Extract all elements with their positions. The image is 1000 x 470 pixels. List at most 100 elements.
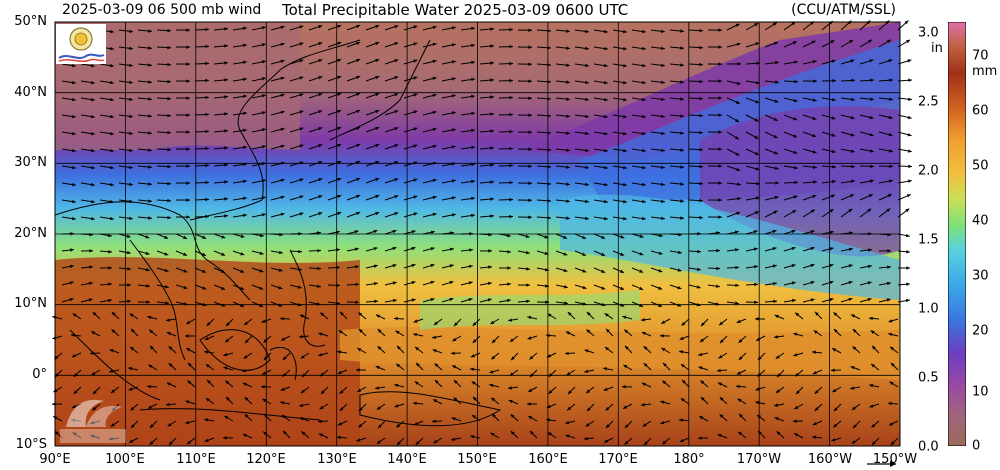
wind-vector-head: [754, 151, 759, 155]
wind-vector-head: [888, 59, 893, 63]
wind-vector-head: [832, 348, 837, 352]
wind-vector-head: [413, 25, 418, 29]
wind-vector-head: [869, 179, 874, 183]
wind-vector-head: [718, 130, 722, 134]
wind-vector-head: [812, 133, 817, 138]
wind-vector-head: [240, 286, 245, 290]
wind-vector-head: [507, 266, 511, 270]
wind-vector-head: [566, 29, 570, 33]
wind-vector-head: [358, 407, 363, 412]
wind-vector-head: [129, 97, 133, 102]
wind-vector-head: [868, 248, 872, 252]
wind-vector-head: [318, 419, 322, 424]
wind-vector-head: [356, 126, 361, 131]
wind-vector-head: [394, 25, 399, 29]
wind-vector-head: [718, 62, 722, 66]
wind-vector-head: [393, 298, 397, 303]
wind-vector-head: [240, 269, 245, 273]
wind-vector-head: [320, 390, 325, 395]
wind-vector-head: [829, 209, 834, 213]
wind-vector-head: [432, 195, 437, 200]
wind-vector-head: [243, 60, 247, 65]
wind-vector-head: [261, 43, 266, 47]
wind-vector-head: [108, 266, 112, 270]
wind-vector-head: [166, 382, 171, 386]
wind-vector-head: [736, 81, 741, 85]
wind-vector-head: [604, 347, 609, 351]
wind-vector-head: [318, 212, 323, 216]
wind-vector-head: [681, 321, 686, 326]
wind-vector-head: [469, 232, 473, 236]
wind-vector-head: [791, 281, 796, 285]
wind-vector-head: [639, 234, 644, 238]
wind-vector-head: [299, 334, 303, 339]
wind-vector-head: [202, 269, 207, 273]
wind-vector-head: [699, 416, 704, 420]
wind-vector-head: [167, 45, 171, 50]
wind-vector-head: [508, 318, 512, 322]
wind-vector-head: [242, 382, 247, 386]
wind-vector-head: [358, 328, 363, 333]
wind-vector-head: [585, 182, 589, 187]
wind-vector-head: [54, 373, 59, 378]
wind-vector-head: [566, 148, 570, 152]
wind-vector-head: [433, 321, 438, 325]
wind-vector-head: [642, 63, 646, 68]
wind-vector-head: [452, 337, 457, 342]
wind-vector-head: [451, 111, 456, 115]
wind-vector-head: [718, 164, 722, 168]
wind-vector-head: [547, 130, 551, 135]
wind-vector-head: [546, 354, 551, 358]
wind-vector-head: [566, 331, 571, 335]
wind-vector-head: [280, 144, 285, 149]
wind-vector-head: [186, 164, 190, 168]
map-frame: [54, 21, 901, 447]
wind-vector-head: [736, 371, 741, 375]
wind-vector-head: [587, 407, 591, 412]
wind-vector-head: [680, 131, 684, 135]
wind-vector-head: [508, 399, 513, 404]
wind-vector-head: [623, 114, 627, 119]
wind-vector-head: [850, 386, 855, 390]
wind-vector-head: [604, 439, 609, 443]
wind-vector-head: [70, 232, 74, 236]
wind-vector-head: [278, 285, 283, 290]
wind-vector-head: [72, 199, 76, 204]
wind-vector-head: [853, 424, 857, 429]
wind-vector-head: [110, 216, 114, 221]
wind-vector-head: [717, 434, 722, 438]
wind-vector-head: [355, 282, 359, 287]
wind-vector-head: [396, 345, 401, 350]
wind-vector-head: [337, 370, 342, 375]
wind-vector-head: [126, 234, 131, 238]
wind-vector-head: [299, 178, 304, 182]
wind-vector-head: [586, 389, 590, 394]
wind-vector-head: [280, 316, 284, 321]
wind-vector-head: [129, 29, 133, 34]
wind-vector-head: [774, 417, 779, 421]
wind-vector-head: [795, 390, 800, 395]
wind-vector-head: [147, 315, 152, 320]
wind-vector-head: [815, 311, 819, 316]
wind-vector-head: [735, 283, 739, 288]
wind-vector-head: [641, 382, 646, 387]
wind-vector-head: [868, 39, 873, 44]
wind-vector-head: [224, 44, 228, 48]
wind-vector-head: [757, 372, 762, 377]
wind-vector-head: [278, 268, 283, 272]
wind-vector-head: [623, 63, 627, 68]
wind-vector-head: [392, 281, 397, 285]
wind-vector-head: [148, 199, 152, 203]
wind-vector-head: [261, 162, 266, 166]
wind-vector-head: [129, 114, 133, 119]
wind-vector-head: [829, 263, 834, 268]
wind-vector-head: [111, 329, 116, 334]
wind-vector-head: [793, 60, 798, 64]
wind-vector-head: [791, 21, 796, 26]
wind-vector-head: [69, 264, 74, 269]
wind-vector-head: [358, 312, 363, 317]
wind-vector-head: [167, 130, 171, 135]
wind-vector-head: [604, 80, 608, 85]
wind-vector-head: [490, 78, 494, 82]
wind-vector-head: [772, 22, 777, 26]
